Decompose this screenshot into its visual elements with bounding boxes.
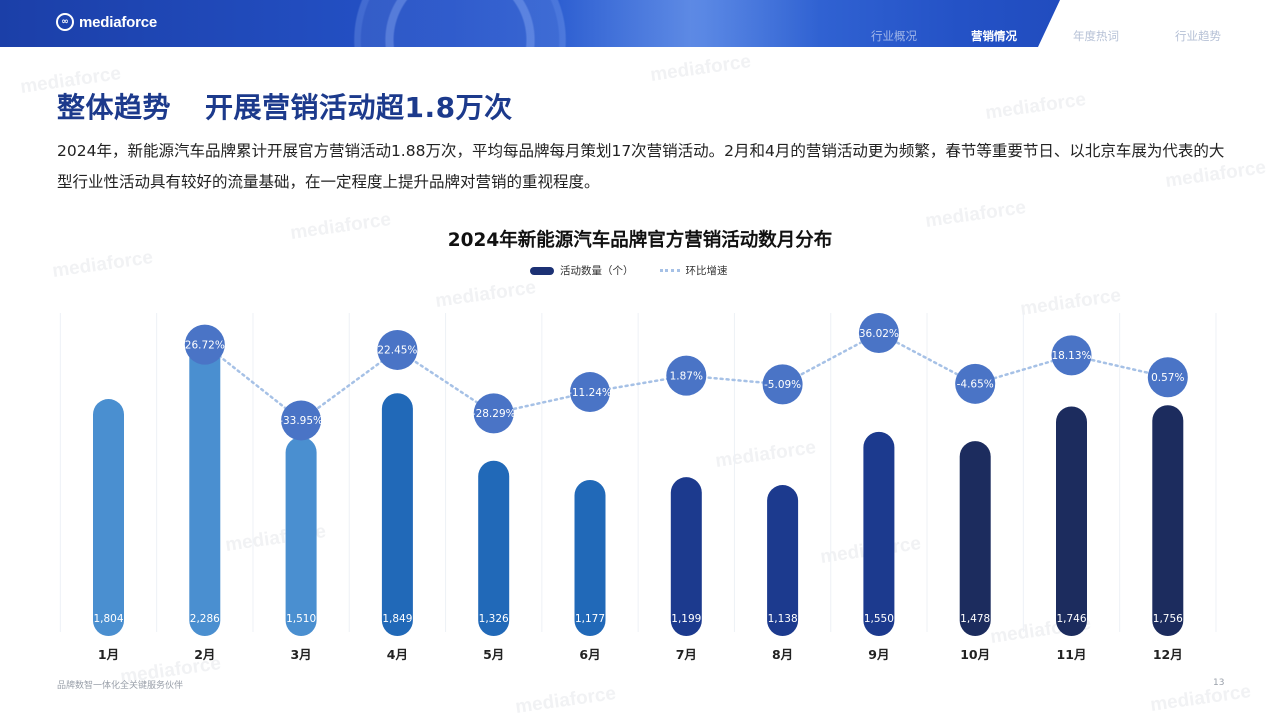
chart-bar-value-label: 2,286 (190, 613, 220, 625)
chart-growth-label: 36.02% (859, 328, 899, 340)
nav-tab-annual-keywords[interactable]: 年度热词 (1073, 29, 1119, 43)
intro-paragraph: 2024年，新能源汽车品牌累计开展官方营销活动1.88万次，平均每品牌每月策划1… (57, 142, 1225, 191)
chart-bar-value-label: 1,478 (960, 613, 990, 625)
chart-bar (1056, 406, 1087, 636)
chart-bar (863, 431, 895, 636)
footer-tagline: 品牌数智一体化全关键服务伙伴 (57, 681, 184, 691)
chart-bar-value-label: 1,177 (575, 613, 605, 625)
page-title-main: 整体趋势 (57, 91, 172, 124)
chart-bar-value-label: 1,746 (1056, 613, 1086, 625)
chart-bar (478, 460, 510, 636)
legend-line-swatch (659, 269, 680, 272)
header-highlight (560, 0, 820, 47)
chart-category-label: 2月 (194, 647, 215, 662)
chart-growth-point (473, 393, 514, 434)
chart-bar-value-label: 1,550 (864, 613, 894, 625)
chart-category-label: 5月 (483, 647, 504, 662)
chart-growth-point (762, 364, 803, 405)
chart-growth-label: 26.72% (185, 339, 225, 351)
chart-category-label: 4月 (387, 647, 408, 662)
page-number: 13 (1213, 678, 1225, 688)
nav-tab-marketing[interactable]: 营销情况 (971, 29, 1017, 43)
chart-bar-value-label: 1,138 (768, 613, 798, 625)
logo-mark-icon: ∞ (56, 13, 74, 31)
chart-growth-point (1051, 335, 1092, 376)
brand-logo[interactable]: ∞ mediaforce (56, 13, 157, 31)
chart-category-label: 11月 (1057, 647, 1087, 662)
chart-growth-label: -4.65% (957, 379, 994, 391)
chart-growth-label: 1.87% (670, 370, 703, 382)
chart-growth-point (666, 355, 707, 396)
chart-bar (93, 399, 124, 636)
chart-category-label: 7月 (676, 647, 697, 662)
chart-category-label: 1月 (98, 647, 119, 662)
chart-growth-point (1147, 357, 1188, 398)
chart-bar-value-label: 1,756 (1153, 613, 1183, 625)
chart-bar-value-label: 1,510 (286, 613, 316, 625)
chart-growth-label: 0.57% (1151, 372, 1184, 384)
chart-bar-value-label: 1,804 (93, 613, 123, 625)
header-bar: ∞ mediaforce 行业概况 营销情况 年度热词 行业趋势 (0, 0, 1280, 47)
chart-growth-point (281, 400, 322, 441)
chart-bar (285, 436, 317, 636)
legend-bar-label: 活动数量（个） (560, 265, 634, 277)
page-title-sub: 开展营销活动超1.8万次 (205, 91, 513, 124)
chart-bar (1152, 405, 1184, 636)
nav-tab-industry-trends[interactable]: 行业趋势 (1175, 29, 1221, 43)
chart-growth-label: 22.45% (377, 345, 417, 357)
chart-bar (767, 485, 799, 636)
chart-bar-value-label: 1,849 (382, 613, 412, 625)
chart-growth-point (570, 372, 610, 413)
chart-category-label: 12月 (1153, 647, 1183, 662)
legend-bar-swatch (530, 266, 554, 275)
header-car-photo (330, 0, 590, 47)
legend-line-label: 环比增速 (685, 265, 728, 277)
chart-bar (670, 477, 702, 636)
chart-growth-point (858, 312, 899, 353)
chart-growth-point (377, 329, 418, 370)
chart-growth-label: -33.95% (279, 415, 323, 427)
chart-growth-label: -5.09% (764, 379, 801, 391)
chart-bar (381, 393, 413, 636)
logo-text: mediaforce (79, 13, 158, 31)
chart-growth-label: -11.24% (568, 387, 612, 399)
nav-tab-industry-overview[interactable]: 行业概况 (871, 29, 917, 43)
chart-category-label: 10月 (960, 647, 990, 662)
chart-bar (959, 441, 991, 636)
chart-title: 2024年新能源汽车品牌官方营销活动数月分布 (447, 230, 833, 251)
chart-growth-point (955, 363, 996, 404)
chart-bar (574, 479, 606, 636)
chart-bar-value-label: 1,199 (671, 613, 701, 625)
nav-panel-bg (1038, 0, 1280, 47)
chart-growth-label: -28.29% (472, 408, 516, 420)
chart-bar (189, 336, 221, 636)
chart-legend: 活动数量（个） 环比增速 (530, 263, 728, 278)
chart-growth-label: 18.13% (1051, 350, 1091, 362)
chart-category-label: 6月 (579, 647, 600, 662)
chart-category-label: 3月 (290, 647, 311, 662)
page-title: 整体趋势 开展营销活动超1.8万次 (57, 86, 513, 126)
chart-growth-point (184, 324, 225, 365)
chart-category-label: 8月 (772, 647, 793, 662)
chart-category-label: 9月 (868, 647, 889, 662)
chart-bar-value-label: 1,326 (479, 613, 509, 625)
